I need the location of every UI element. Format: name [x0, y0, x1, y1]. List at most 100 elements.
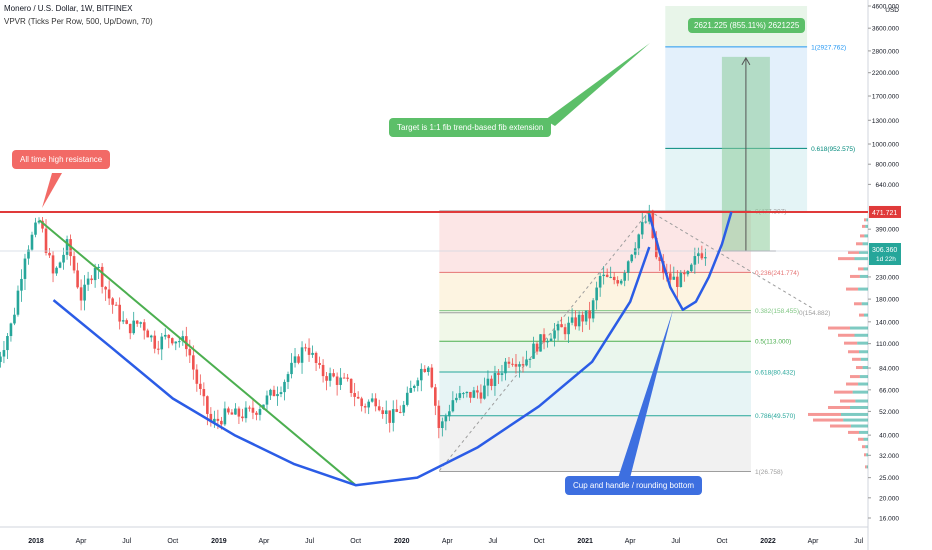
vpvr-bar-up-16 — [862, 366, 868, 370]
candle-body — [654, 237, 658, 258]
vpvr-bar-up-18 — [858, 382, 868, 386]
vpvr-bar-up-27 — [865, 445, 868, 449]
vpvr-bar-up-1 — [863, 267, 868, 271]
y-tick-label-21: 4600.000 — [872, 4, 899, 11]
candle-body — [563, 327, 567, 335]
candle-body — [328, 373, 332, 381]
vpvr-bar-up-12 — [854, 333, 868, 337]
vpvr-bar-up-21 — [850, 405, 868, 409]
candle-body — [377, 406, 381, 411]
candle-body — [255, 412, 258, 415]
candle-body — [283, 381, 286, 393]
candle-body — [286, 374, 290, 382]
vpvr-bar-down-29 — [865, 465, 867, 469]
candle-body — [605, 274, 609, 277]
candle-body — [188, 349, 192, 356]
vpvr-bar-up-10 — [863, 313, 868, 317]
candle-body — [111, 298, 114, 305]
fib-zone-4 — [439, 371, 751, 416]
x-tick-label-2: Jul — [122, 538, 131, 545]
candle-body — [332, 373, 335, 377]
candle-body — [672, 276, 676, 280]
vpvr-bar-up-11 — [850, 326, 868, 330]
x-tick-label-15: Oct — [716, 538, 727, 545]
ath-resistance-callout[interactable]: All time high resistance — [12, 150, 111, 169]
candle-body — [314, 352, 318, 363]
candle-body — [27, 249, 30, 259]
candle-body — [20, 278, 23, 291]
candle-body — [181, 336, 185, 342]
candle-body — [462, 393, 465, 395]
candle-body — [86, 278, 90, 285]
vpvr-bar-down-12 — [838, 333, 855, 337]
candle-body — [451, 400, 455, 412]
vpvr-bar-down-23 — [813, 418, 844, 422]
candle-body — [230, 412, 234, 415]
candle-body — [244, 407, 248, 419]
candle-body — [676, 276, 679, 287]
candle-body — [679, 272, 683, 287]
ath-callout-pointer — [42, 173, 62, 208]
vpvr-bar-down-28 — [864, 453, 867, 457]
y-tick-label-3: 32.000 — [879, 453, 899, 460]
candle-body — [248, 407, 251, 409]
y-tick-label-16: 1300.000 — [872, 118, 899, 125]
candle-body — [100, 266, 104, 287]
candle-body — [497, 373, 500, 375]
candle-body — [139, 322, 143, 324]
candle-body — [574, 317, 577, 327]
candle-body — [697, 253, 700, 257]
candle-body — [370, 398, 374, 402]
candle-body — [367, 401, 370, 408]
y-tick-label-2: 25.000 — [879, 475, 899, 482]
candle-body — [584, 310, 588, 322]
candle-body — [419, 368, 423, 381]
candle-body — [0, 356, 2, 362]
candle-body — [128, 323, 132, 334]
candle-body — [251, 407, 255, 413]
candle-body — [79, 287, 83, 301]
x-tick-label-11: Oct — [534, 538, 545, 545]
vpvr-bar-down-26 — [858, 437, 864, 441]
candle-body — [13, 314, 16, 324]
candle-body — [448, 411, 451, 417]
vpvr-bar-up-2 — [854, 257, 868, 261]
candle-body — [342, 377, 346, 379]
fib-target-callout[interactable]: Target is 1:1 fib trend-based fib extens… — [389, 118, 552, 137]
vpvr-bar-up-28 — [866, 453, 868, 457]
candle-body — [423, 368, 427, 372]
vpvr-bar-down-6 — [862, 224, 866, 228]
candle-body — [490, 378, 493, 386]
candle-body — [658, 257, 662, 261]
cup-handle-callout[interactable]: Cup and handle / rounding bottom — [565, 476, 702, 495]
candle-body — [384, 410, 388, 414]
candle-body — [363, 406, 367, 408]
candle-body — [269, 389, 272, 396]
candle-body — [153, 335, 157, 349]
vpvr-bar-down-8 — [846, 287, 859, 291]
candle-body — [237, 408, 241, 417]
fib-level-label-9: 1(26.758) — [755, 469, 783, 476]
vpvr-bar-down-7 — [864, 218, 867, 222]
x-tick-label-1: Apr — [76, 538, 88, 545]
indicator-label[interactable]: VPVR (Ticks Per Row, 500, Up/Down, 70) — [4, 17, 153, 26]
candle-body — [156, 348, 160, 350]
vpvr-bar-up-3 — [859, 250, 868, 254]
candle-body — [567, 322, 570, 335]
y-tick-label-0: 16.000 — [879, 516, 899, 523]
candle-body — [465, 391, 469, 394]
target-value-label[interactable]: 2621.225 (855.11%) 2621225 — [688, 18, 806, 33]
candle-body — [114, 304, 118, 306]
candle-body — [469, 391, 472, 398]
candle-body — [16, 290, 20, 315]
candle-body — [55, 267, 58, 274]
y-tick-label-18: 2200.000 — [872, 70, 899, 77]
fib-level-label-8: 0.786(49.570) — [755, 413, 795, 420]
vpvr-bar-down-11 — [828, 326, 850, 330]
x-tick-label-14: Jul — [671, 538, 680, 545]
symbol-title: Monero / U.S. Dollar, 1W, BITFINEX — [4, 4, 133, 13]
candle-body — [633, 248, 637, 255]
fib-zone-5 — [439, 415, 751, 472]
candle-body — [535, 343, 539, 352]
